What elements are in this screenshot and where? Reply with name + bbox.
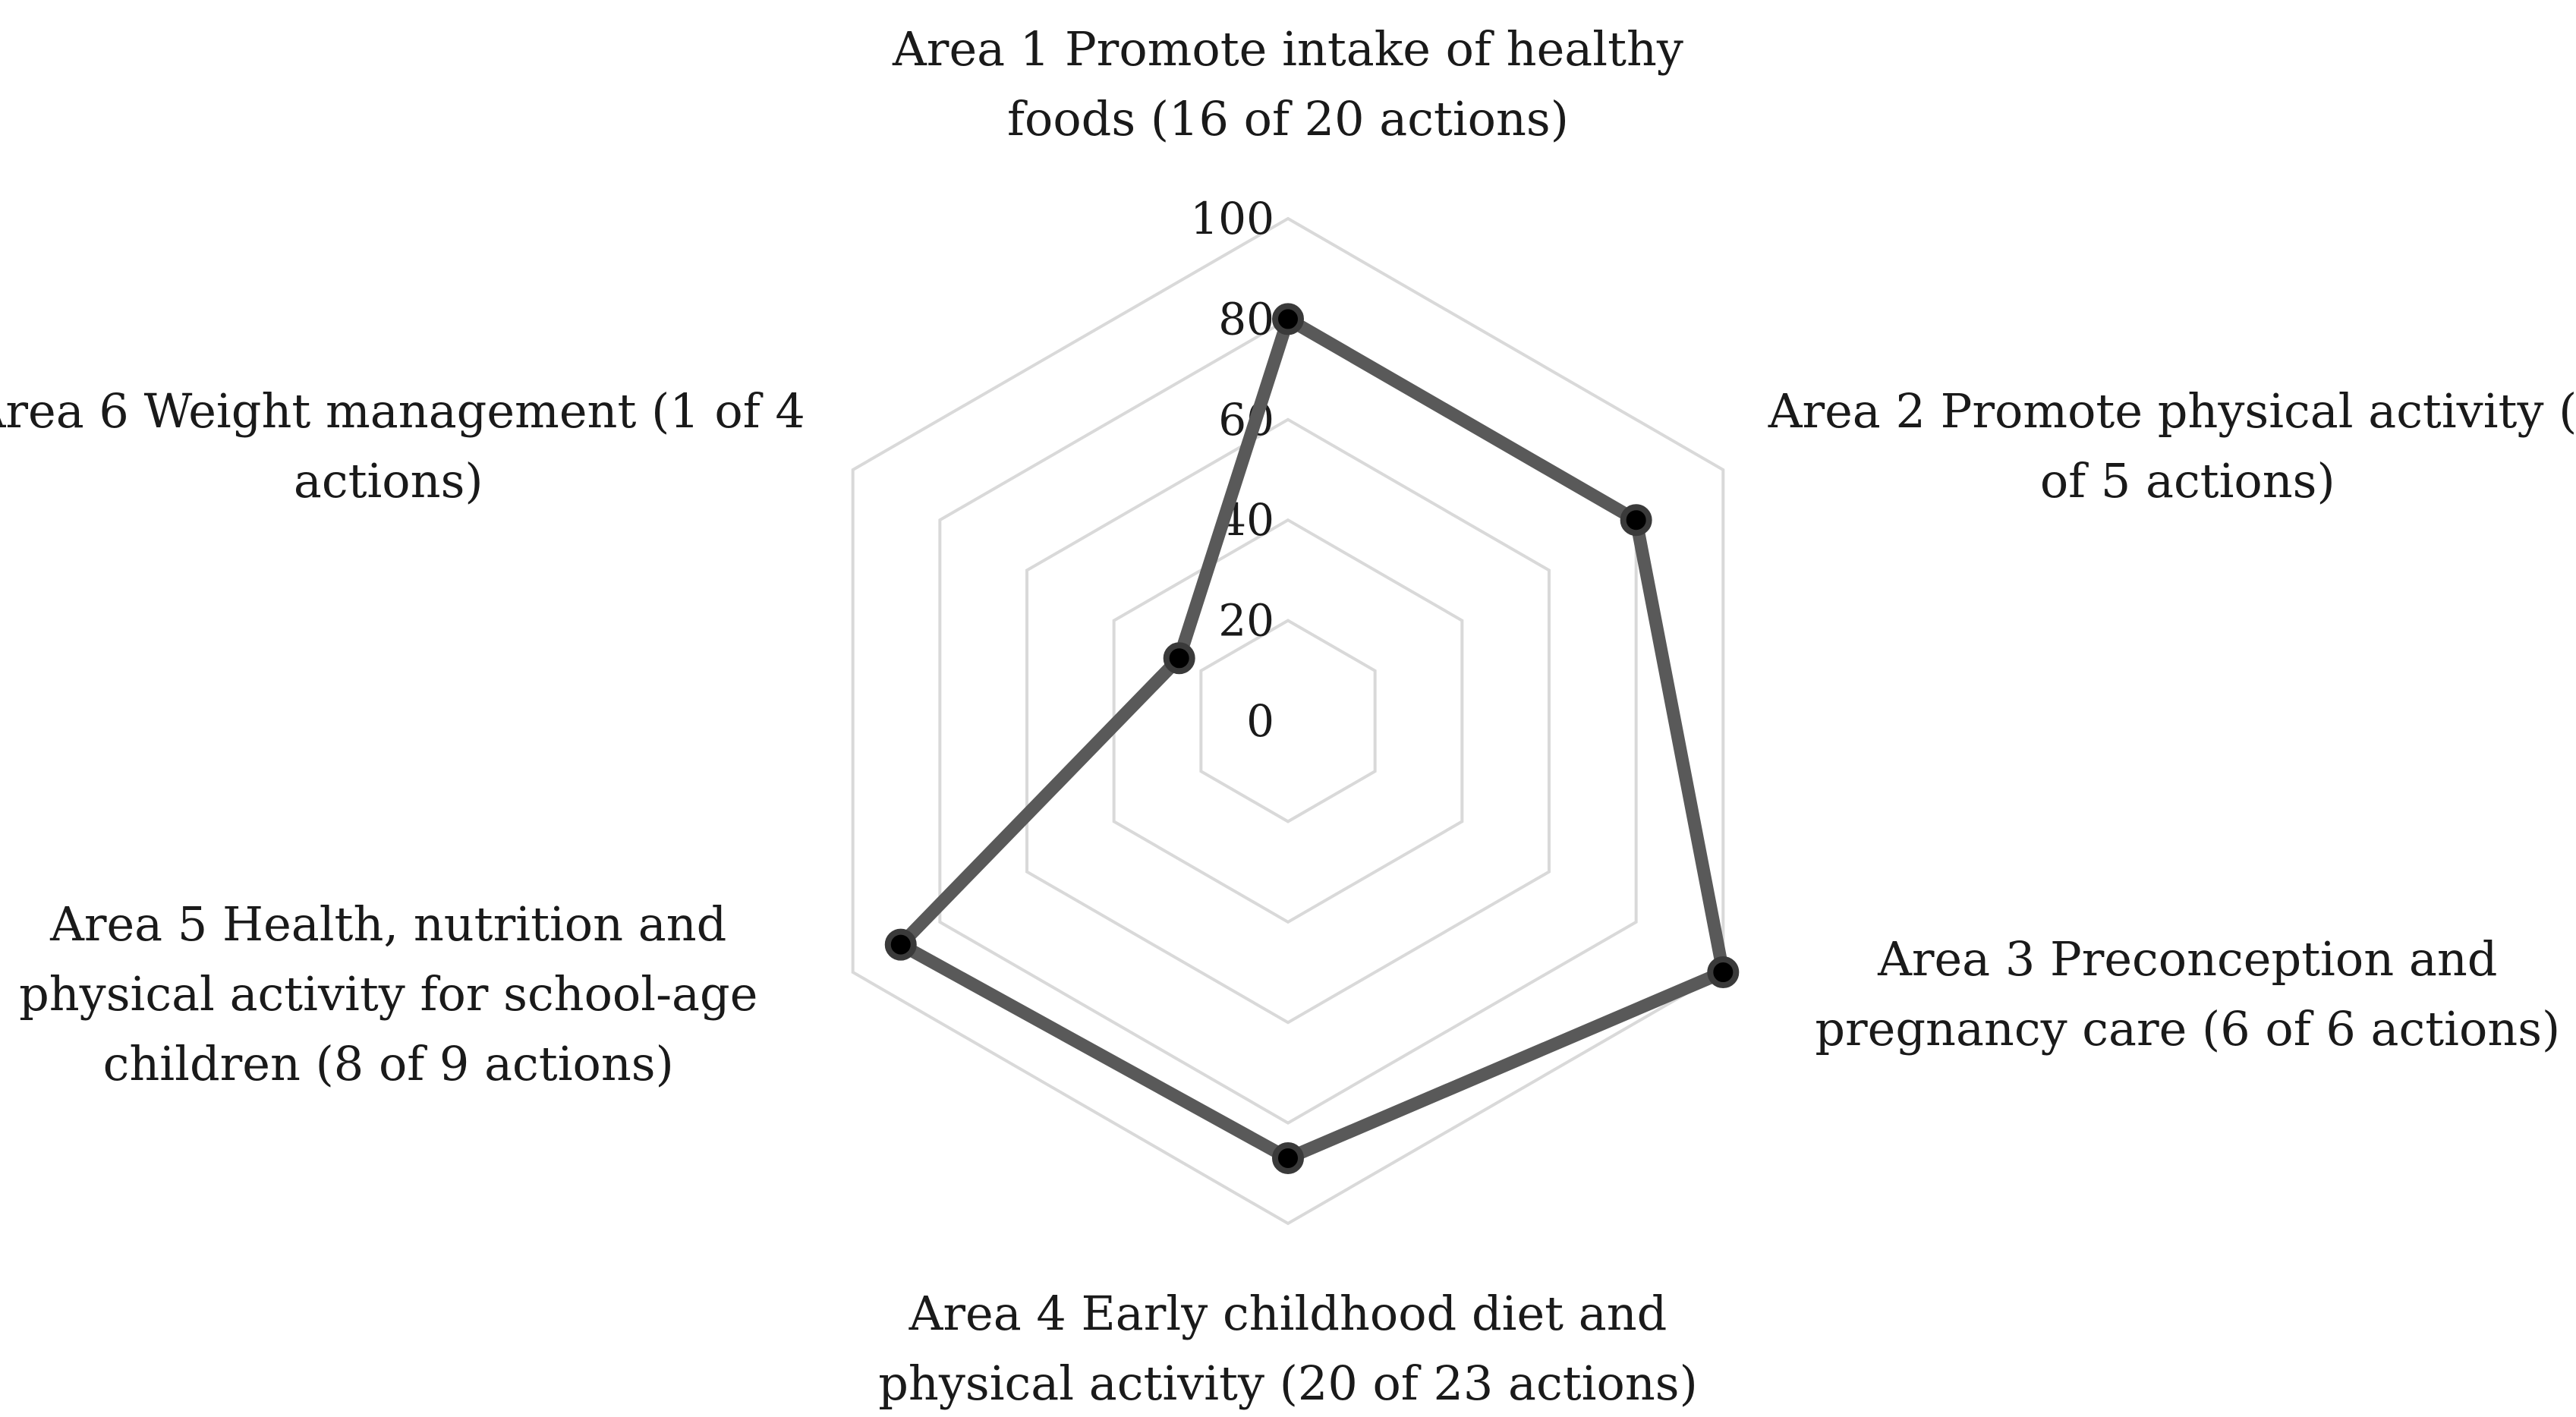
series-line-0 [894, 312, 1730, 1165]
category-label-area-3: Area 3 Preconception and pregnancy care (… [1815, 931, 2560, 1056]
series-point-5 [884, 928, 917, 961]
series-point-4 [1272, 1141, 1304, 1174]
series-point-3 [1707, 956, 1740, 988]
tick-label-20: 20 [1218, 595, 1274, 647]
category-labels: Area 1 Promote intake of healthy foods (1… [0, 21, 2576, 1411]
series-point-2 [1620, 504, 1652, 537]
category-label-area-4: Area 4 Early childhood diet and physical … [878, 1286, 1698, 1411]
grid-ring-100 [851, 216, 1725, 1226]
category-label-area-6: Area 6 Weight management (1 of 4 actions) [0, 383, 805, 509]
tick-label-80: 80 [1218, 293, 1274, 345]
grid-ring-60 [1025, 417, 1551, 1025]
tick-label-100: 100 [1190, 193, 1274, 244]
category-label-area-2: Area 2 Promote physical activity (4 of 5 … [1768, 383, 2576, 509]
tick-label-0: 0 [1246, 695, 1274, 747]
series-point-1 [1272, 303, 1304, 335]
category-label-area-5: Area 5 Health, nutrition and physical act… [19, 896, 757, 1091]
category-label-area-1: Area 1 Promote intake of healthy foods (1… [892, 21, 1683, 146]
grid-ring-40 [1112, 518, 1464, 924]
grid-ring-20 [1199, 619, 1377, 823]
series-point-6 [1163, 642, 1195, 675]
grid-ring-80 [938, 317, 1638, 1125]
radar-grid [851, 216, 1725, 1226]
data-series [884, 303, 1740, 1174]
